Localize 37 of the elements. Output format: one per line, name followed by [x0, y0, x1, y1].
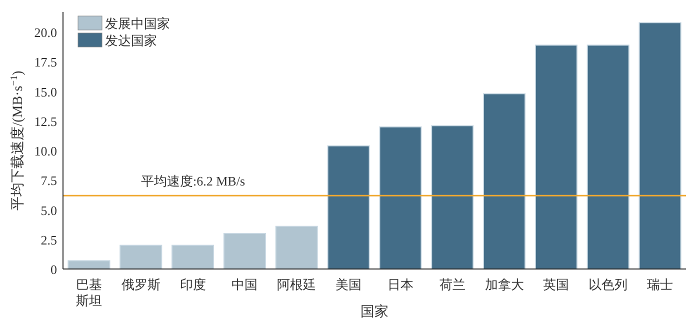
y-tick-label: 20.0: [34, 25, 57, 40]
bar: [68, 260, 110, 270]
bar: [172, 244, 214, 270]
bar: [483, 93, 526, 270]
y-tick-label: 12.5: [34, 114, 57, 129]
bar: [638, 22, 682, 270]
bar: [586, 44, 630, 270]
x-tick-label: 中国: [232, 277, 258, 292]
ref-line-label: 平均速度:6.2 MB/s: [141, 174, 246, 189]
y-tick-label: 5.0: [40, 202, 57, 218]
bar: [327, 145, 370, 270]
bar: [275, 226, 318, 270]
y-tick-label: 7.5: [40, 173, 57, 188]
x-tick-label: 美国: [336, 277, 362, 292]
x-axis-title: 国家: [360, 304, 388, 320]
legend-label: 发达国家: [105, 33, 157, 48]
y-tick-label: 2.5: [40, 232, 57, 248]
y-tick-label: 15.0: [34, 84, 57, 100]
bar: [223, 232, 266, 270]
y-tick-label: 0: [50, 262, 57, 277]
x-tick-label: 瑞士: [647, 277, 674, 292]
x-tick-label: 英国: [543, 277, 570, 292]
x-tick-label: 印度: [180, 277, 206, 292]
bar: [120, 244, 162, 270]
bar: [379, 126, 422, 270]
x-tick-label: 荷兰: [439, 277, 466, 292]
y-tick-label: 17.5: [34, 54, 57, 70]
bar: [431, 125, 474, 270]
x-tick-label: 巴基斯坦: [76, 277, 102, 308]
x-tick-label: 俄罗斯: [121, 277, 160, 292]
x-tick-label: 阿根廷: [277, 277, 316, 292]
x-tick-label: 加拿大: [484, 277, 524, 292]
legend-label: 发展中国家: [105, 16, 170, 31]
x-tick-label: 以色列: [588, 277, 628, 292]
bar: [534, 44, 578, 270]
y-tick-label: 10.0: [34, 144, 57, 159]
x-tick-label: 日本: [387, 277, 414, 292]
